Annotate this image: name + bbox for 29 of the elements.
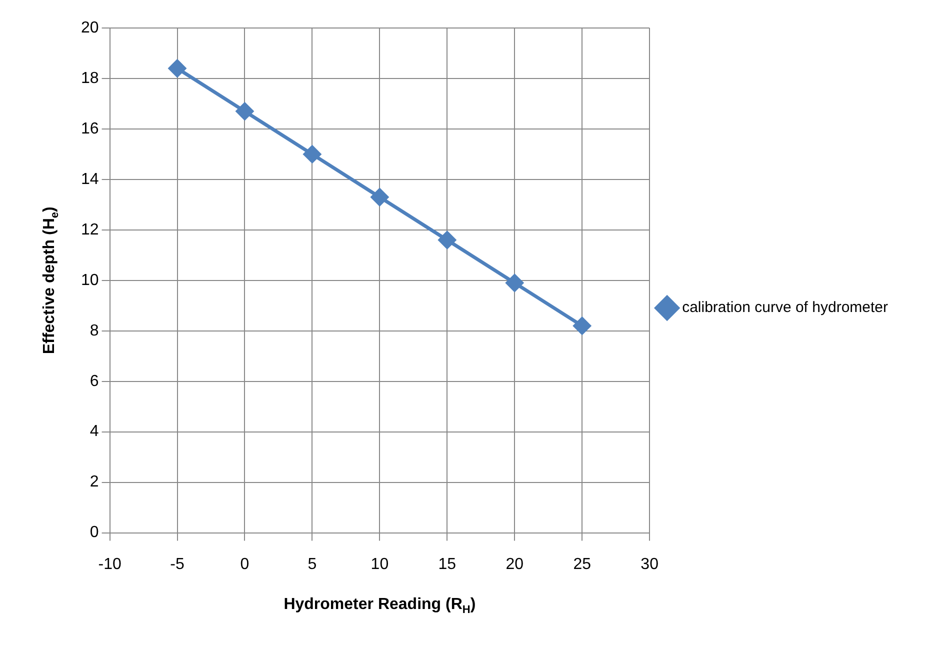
point [438, 231, 456, 249]
legend-label: calibration curve of hydrometer [682, 299, 888, 316]
y-tick-label: 8 [90, 322, 99, 340]
point [370, 188, 388, 206]
y-tick-label: 18 [81, 70, 99, 87]
y-tick-label: 20 [81, 19, 99, 36]
point [573, 317, 591, 335]
point [168, 60, 186, 78]
y-tick-label: 4 [90, 423, 99, 440]
y-tick-label: 2 [90, 474, 99, 491]
point [236, 102, 254, 120]
x-tick-label: 30 [640, 556, 659, 573]
x-tick-label: 20 [506, 556, 524, 573]
y-axis-title: Effective depth (He) [41, 206, 61, 354]
y-tick-label: 0 [90, 524, 99, 542]
y-tick-label: 6 [90, 372, 99, 390]
y-tick-label: 16 [81, 120, 99, 138]
x-tick-label: 5 [308, 556, 317, 573]
y-tick-label: 14 [81, 170, 99, 188]
x-tick-label: 15 [438, 556, 456, 573]
x-tick-label: -10 [98, 556, 122, 573]
x-tick-label: 25 [573, 556, 592, 573]
point [506, 274, 524, 292]
y-tick-label: 10 [81, 272, 99, 289]
x-tick-label: 10 [370, 556, 389, 573]
x-tick-label: -5 [170, 556, 184, 573]
x-tick-label: 0 [240, 556, 250, 573]
y-tick-label: 12 [81, 221, 99, 238]
point [303, 145, 321, 163]
